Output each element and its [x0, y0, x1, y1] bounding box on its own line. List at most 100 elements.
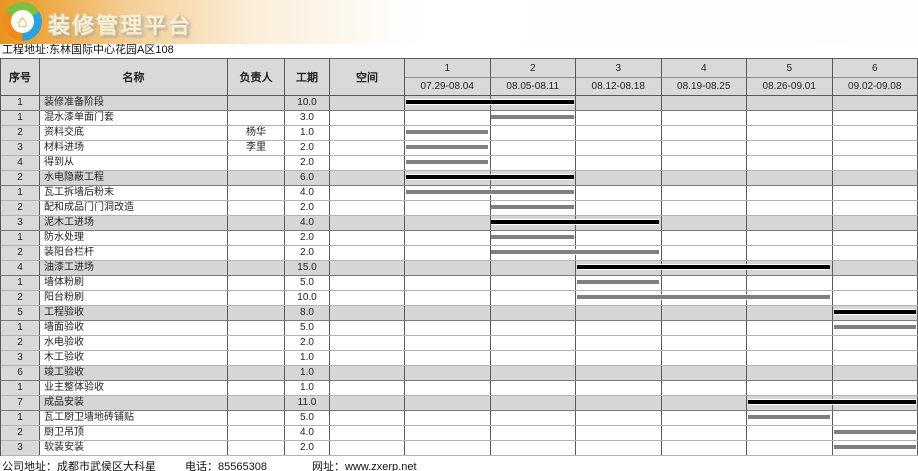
gantt-grid-cell: [576, 411, 662, 425]
gantt-grid-cell: [491, 321, 576, 335]
gantt-bar[interactable]: [576, 294, 831, 300]
task-row[interactable]: 2 阳台粉刷 10.0: [1, 291, 918, 306]
task-duration: 4.0: [285, 426, 330, 440]
gantt-bar[interactable]: [491, 114, 574, 120]
task-row[interactable]: 3 泥木工进场 4.0: [1, 216, 918, 231]
gantt-bar[interactable]: [576, 264, 831, 270]
task-duration: 2.0: [285, 201, 330, 215]
gantt-bar[interactable]: [747, 399, 916, 405]
task-owner: [228, 291, 285, 305]
gantt-bar[interactable]: [406, 189, 574, 195]
gantt-grid-cell: [491, 411, 576, 425]
task-space: [330, 291, 405, 305]
task-gantt-area: [405, 126, 918, 140]
task-row[interactable]: 4 油漆工进场 15.0: [1, 261, 918, 276]
gantt-grid-cell: [662, 441, 747, 455]
task-row[interactable]: 4 得到从 2.0: [1, 156, 918, 171]
top-banner: ⌂ 装修管理平台: [0, 0, 918, 44]
task-row[interactable]: 2 水电验收 2.0: [1, 336, 918, 351]
task-space: [330, 336, 405, 350]
task-gantt-area: [405, 171, 918, 185]
task-row[interactable]: 2 配和成品门门洞改造 2.0: [1, 201, 918, 216]
gantt-bar[interactable]: [833, 444, 916, 450]
gantt-bar[interactable]: [406, 159, 489, 165]
gantt-grid-cell: [833, 216, 918, 230]
task-gantt-area: [405, 261, 918, 275]
table-header-row: 序号 名称 负责人 工期 空间 1 07.29-08.04 2 08.05-08…: [1, 59, 918, 96]
task-name: 木工验收: [40, 351, 228, 365]
task-row[interactable]: 3 材料进场 李里 2.0: [1, 141, 918, 156]
gantt-bar[interactable]: [576, 279, 660, 285]
task-row[interactable]: 7 成品安装 11.0: [1, 396, 918, 411]
task-row[interactable]: 2 水电隐蔽工程 6.0: [1, 171, 918, 186]
gantt-grid-cell: [662, 276, 747, 290]
gantt-bar[interactable]: [406, 129, 489, 135]
task-seq: 1: [1, 186, 40, 200]
task-space: [330, 351, 405, 365]
gantt-bar[interactable]: [406, 174, 574, 180]
gantt-grid-cell: [405, 231, 491, 245]
task-name: 成品安装: [40, 396, 228, 410]
task-name: 装阳台栏杆: [40, 246, 228, 260]
gantt-bar[interactable]: [491, 204, 574, 210]
gantt-bar[interactable]: [491, 249, 660, 255]
gantt-grid-cell: [491, 396, 576, 410]
house-icon: ⌂: [17, 12, 28, 31]
gantt-bar[interactable]: [833, 324, 916, 330]
gantt-grid-cell: [576, 336, 662, 350]
gantt-grid-cell: [576, 381, 662, 395]
gantt-grid-cell: [747, 351, 833, 365]
footer-phone: 电话：85565308: [185, 461, 267, 471]
task-row[interactable]: 2 装阳台栏杆 2.0: [1, 246, 918, 261]
gantt-bar[interactable]: [491, 219, 660, 225]
task-row[interactable]: 2 厨卫吊顶 4.0: [1, 426, 918, 441]
gantt-grid-cell: [662, 201, 747, 215]
task-row[interactable]: 1 瓦工厨卫墙地砖铺贴 5.0: [1, 411, 918, 426]
task-row[interactable]: 3 木工验收 1.0: [1, 351, 918, 366]
footer-website[interactable]: 网址：www.zxerp.net: [312, 461, 417, 471]
task-row[interactable]: 5 工程验收 8.0: [1, 306, 918, 321]
task-name: 防水处理: [40, 231, 228, 245]
task-row[interactable]: 1 混水漆单面门套 3.0: [1, 111, 918, 126]
gantt-bar[interactable]: [406, 144, 489, 150]
gantt-grid-cell: [833, 111, 918, 125]
task-row[interactable]: 1 防水处理 2.0: [1, 231, 918, 246]
task-gantt-area: [405, 306, 918, 320]
gantt-bar[interactable]: [747, 414, 831, 420]
task-name: 工程验收: [40, 306, 228, 320]
gantt-grid-cell: [662, 216, 747, 230]
gantt-bar[interactable]: [833, 309, 916, 315]
platform-logo-icon[interactable]: ⌂: [3, 2, 42, 41]
page-footer: 公司地址：成都市武侯区大科星 电话：85565308 网址：www.zxerp.…: [0, 456, 918, 471]
task-row[interactable]: 3 软装安装 2.0: [1, 441, 918, 456]
gantt-grid-cell: [662, 231, 747, 245]
task-gantt-area: [405, 321, 918, 335]
gantt-bar[interactable]: [491, 234, 574, 240]
task-row[interactable]: 1 业主整体验收 1.0: [1, 381, 918, 396]
task-row[interactable]: 2 资料交底 杨华 1.0: [1, 126, 918, 141]
task-row[interactable]: 6 竣工验收 1.0: [1, 366, 918, 381]
gantt-grid-cell: [576, 156, 662, 170]
gantt-grid-cell: [833, 351, 918, 365]
task-seq: 6: [1, 366, 40, 380]
task-name: 泥木工进场: [40, 216, 228, 230]
task-row[interactable]: 1 墙面验收 5.0: [1, 321, 918, 336]
task-duration: 5.0: [285, 321, 330, 335]
gantt-grid-cell: [747, 291, 833, 305]
gantt-table: 序号 名称 负责人 工期 空间 1 07.29-08.04 2 08.05-08…: [0, 58, 918, 456]
task-duration: 8.0: [285, 306, 330, 320]
task-row[interactable]: 1 墙体粉刷 5.0: [1, 276, 918, 291]
task-row[interactable]: 1 装修准备阶段 10.0: [1, 96, 918, 111]
gantt-grid-cell: [662, 336, 747, 350]
gantt-bar[interactable]: [833, 429, 916, 435]
task-space: [330, 186, 405, 200]
gantt-grid-cell: [833, 96, 918, 110]
footer-company-address: 公司地址：成都市武侯区大科星: [2, 461, 156, 471]
task-duration: 4.0: [285, 186, 330, 200]
task-row[interactable]: 1 瓦工拆墙后粉末 4.0: [1, 186, 918, 201]
gantt-grid-cell: [662, 411, 747, 425]
task-space: [330, 396, 405, 410]
task-space: [330, 111, 405, 125]
task-gantt-area: [405, 231, 918, 245]
gantt-bar[interactable]: [406, 99, 574, 105]
